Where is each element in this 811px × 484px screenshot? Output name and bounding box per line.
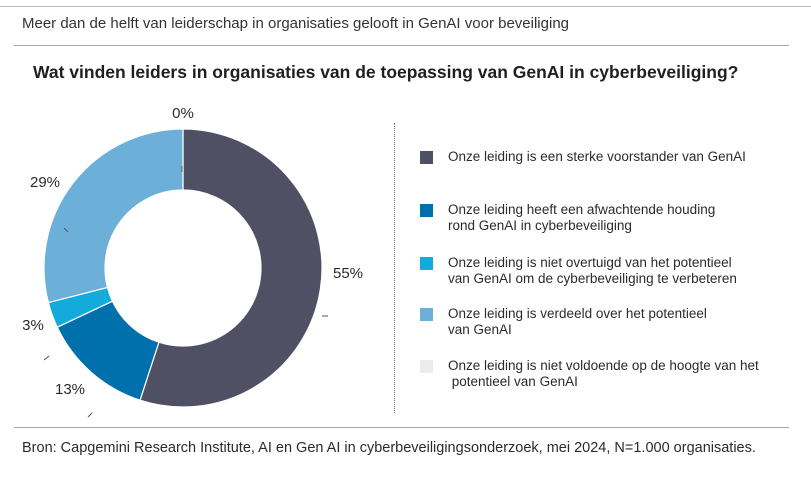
- legend-label-0: Onze leiding is een sterke voorstander v…: [448, 149, 788, 165]
- donut-slice-3: [43, 128, 184, 304]
- slice-value-label-0: 55%: [333, 265, 363, 282]
- legend-label-line: Onze leiding is een sterke voorstander v…: [448, 149, 746, 164]
- legend-label-line: Onze leiding is niet overtuigd van het p…: [448, 255, 732, 270]
- slice-value-label-1: 13%: [55, 381, 85, 398]
- top-border: [0, 6, 811, 7]
- page-subtitle: Meer dan de helft van leiderschap in org…: [22, 15, 570, 32]
- legend-label-line: van GenAI: [448, 322, 512, 337]
- legend-label-1: Onze leiding heeft een afwachtende houdi…: [448, 202, 788, 234]
- legend-label-4: Onze leiding is niet voldoende op de hoo…: [448, 358, 788, 390]
- slice-value-label-3: 29%: [30, 174, 60, 191]
- legend-divider: [394, 123, 395, 413]
- slice-leader-1: [87, 412, 93, 418]
- donut-slice-0: [139, 128, 323, 408]
- slice-leader-2: [43, 355, 50, 361]
- slice-leader-3: [63, 227, 69, 233]
- legend-label-line: Onze leiding is niet voldoende op de hoo…: [448, 358, 759, 373]
- legend-swatch-0: [420, 151, 433, 164]
- legend-swatch-3: [420, 308, 433, 321]
- legend-label-2: Onze leiding is niet overtuigd van het p…: [448, 255, 788, 287]
- legend-label-3: Onze leiding is verdeeld over het potent…: [448, 306, 788, 338]
- legend-label-line: potentieel van GenAI: [448, 374, 578, 389]
- legend-label-line: Onze leiding is verdeeld over het potent…: [448, 306, 707, 321]
- footer-divider: [14, 427, 789, 428]
- slice-value-label-4: 0%: [172, 105, 194, 122]
- source-note: Bron: Capgemini Research Institute, AI e…: [22, 440, 756, 456]
- legend-label-line: van GenAI om de cyberbeveiliging te verb…: [448, 271, 737, 286]
- legend-swatch-1: [420, 204, 433, 217]
- header-divider: [14, 45, 789, 46]
- chart-title: Wat vinden leiders in organisaties van d…: [33, 62, 739, 82]
- legend-label-line: Onze leiding heeft een afwachtende houdi…: [448, 202, 716, 217]
- legend-swatch-4: [420, 360, 433, 373]
- slice-value-label-2: 3%: [22, 317, 44, 334]
- legend-label-line: rond GenAI in cyberbeveiliging: [448, 218, 632, 233]
- legend-swatch-2: [420, 257, 433, 270]
